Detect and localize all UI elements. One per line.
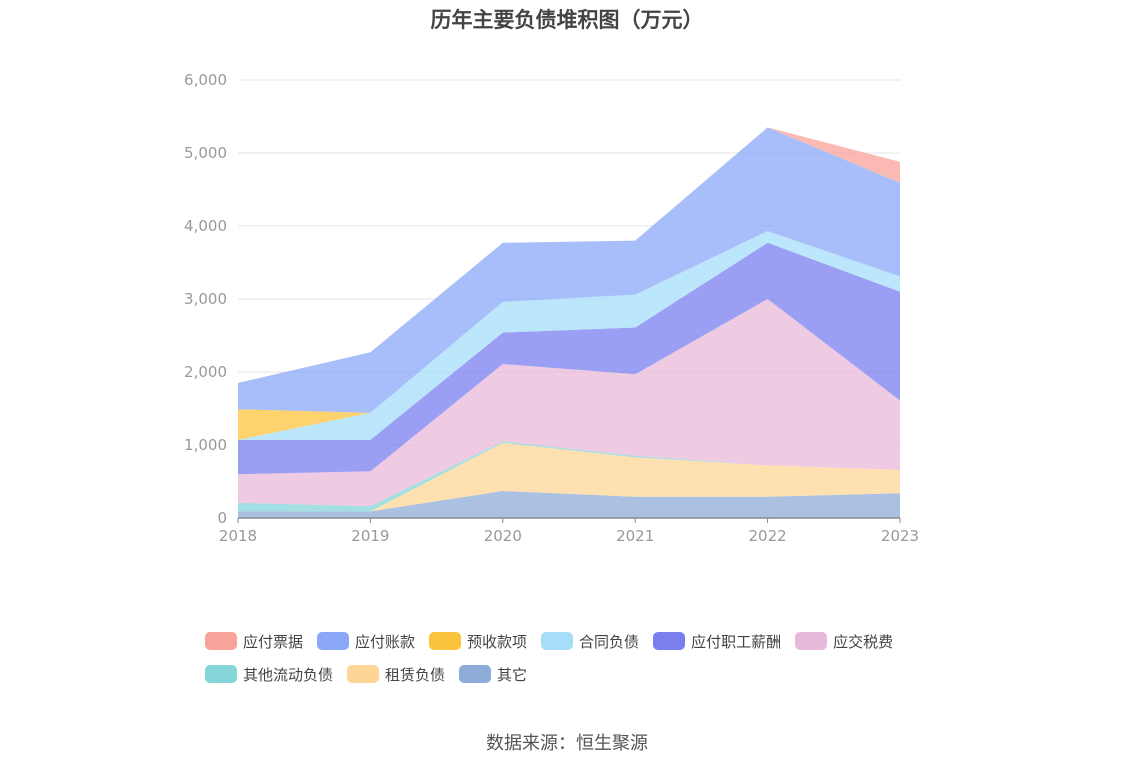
y-tick-label: 6,000 bbox=[184, 71, 227, 89]
area-series-3: 其他流动负债 bbox=[238, 441, 900, 512]
area-series-8: 应付账款 bbox=[238, 127, 900, 413]
legend-swatch bbox=[317, 632, 350, 650]
legend-swatch bbox=[653, 632, 686, 650]
legend-label: 应付票据 bbox=[243, 632, 304, 651]
x-tick-label: 2021 bbox=[616, 527, 654, 545]
area-series-6: 合同负债 bbox=[238, 231, 900, 440]
legend-item[interactable]: 应付账款 bbox=[317, 631, 415, 652]
legend-row: 其他流动负债 租赁负债 其它 bbox=[205, 663, 965, 685]
legend-item[interactable]: 租赁负债 bbox=[347, 664, 445, 685]
legend-item[interactable]: 其它 bbox=[459, 664, 527, 685]
x-tick-label: 2022 bbox=[749, 527, 787, 545]
stacked-area-chart: 其它租赁负债其他流动负债应交税费应付职工薪酬合同负债预收款项应付账款应付票据 0… bbox=[184, 71, 919, 545]
legend-swatch bbox=[347, 665, 380, 683]
area-series-1: 其它 bbox=[238, 491, 900, 518]
legend-item[interactable]: 应付票据 bbox=[205, 631, 303, 652]
legend-label: 预收款项 bbox=[467, 632, 528, 651]
axes: 0 1,000 2,000 3,000 4,000 5,000 6,000 2018 2019 2… bbox=[184, 71, 919, 545]
legend-label: 其它 bbox=[497, 665, 528, 684]
legend-label: 合同负债 bbox=[579, 632, 640, 651]
legend-swatch bbox=[205, 665, 237, 683]
y-tick-label: 2,000 bbox=[184, 363, 227, 381]
legend-swatch bbox=[795, 632, 828, 650]
legend-swatch bbox=[541, 632, 574, 650]
legend-item[interactable]: 预收款项 bbox=[429, 631, 527, 652]
data-source: 数据来源：恒生聚源 bbox=[486, 733, 648, 754]
legend-swatch bbox=[429, 632, 462, 650]
area-series-5: 应付职工薪酬 bbox=[238, 242, 900, 475]
legend-row: 应付票据 应付账款 预收款项 合同负债 应付职工薪酬 应交税费 bbox=[205, 630, 965, 652]
x-tick-label: 2018 bbox=[219, 527, 257, 545]
legend-item[interactable]: 应付职工薪酬 bbox=[653, 631, 781, 652]
area-series-4: 应交税费 bbox=[238, 299, 900, 507]
area-series-2: 租赁负债 bbox=[238, 442, 900, 512]
x-tick-label: 2023 bbox=[881, 527, 919, 545]
legend-item[interactable]: 其他流动负债 bbox=[205, 664, 333, 685]
legend-label: 租赁负债 bbox=[385, 665, 446, 684]
y-tick-label: 5,000 bbox=[184, 144, 227, 162]
legend-label: 应付账款 bbox=[355, 632, 416, 651]
area-series-7: 预收款项 bbox=[238, 231, 900, 440]
chart-title: 历年主要负债堆积图（万元） bbox=[430, 8, 704, 32]
y-tick-label: 3,000 bbox=[184, 290, 227, 308]
legend-item[interactable]: 应交税费 bbox=[795, 631, 893, 652]
legend-label: 应付职工薪酬 bbox=[691, 632, 782, 651]
legend-label: 其他流动负债 bbox=[243, 665, 334, 684]
legend: 应付票据 应付账款 预收款项 合同负债 应付职工薪酬 应交税费 其他流动负债 租赁负债 其它 bbox=[205, 630, 965, 696]
legend-label: 应交税费 bbox=[833, 632, 894, 651]
x-tick-label: 2019 bbox=[351, 527, 389, 545]
area-series: 其它租赁负债其他流动负债应交税费应付职工薪酬合同负债预收款项应付账款应付票据 bbox=[238, 127, 900, 518]
area-series-9: 应付票据 bbox=[238, 127, 900, 383]
y-tick-label: 0 bbox=[217, 509, 227, 527]
legend-swatch bbox=[459, 665, 492, 683]
legend-swatch bbox=[205, 632, 237, 650]
y-tick-label: 4,000 bbox=[184, 217, 227, 235]
x-tick-label: 2020 bbox=[484, 527, 522, 545]
y-tick-label: 1,000 bbox=[184, 436, 227, 454]
legend-item[interactable]: 合同负债 bbox=[541, 631, 639, 652]
